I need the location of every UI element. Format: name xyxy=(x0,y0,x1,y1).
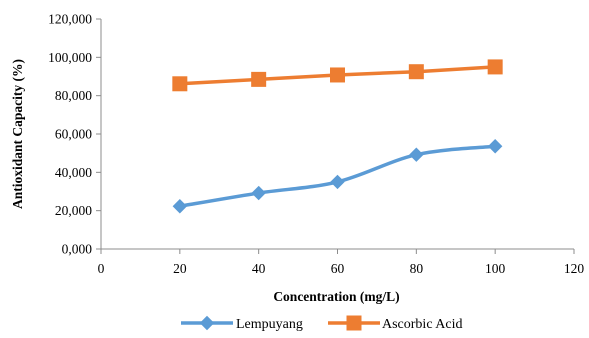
data-point-ascorbic-acid xyxy=(172,76,188,92)
data-point-ascorbic-acid xyxy=(487,59,503,75)
data-point-lempuyang xyxy=(251,185,266,201)
y-tick-label: 80,000 xyxy=(55,88,92,103)
series-ascorbic-acid xyxy=(172,59,503,92)
y-tick-label: 60,000 xyxy=(55,127,92,142)
data-point-ascorbic-acid xyxy=(408,64,424,80)
x-tick-label: 60 xyxy=(331,261,345,276)
data-point-lempuyang xyxy=(172,199,188,214)
data-point-lempuyang xyxy=(409,147,424,162)
x-tick-label: 0 xyxy=(98,261,105,276)
y-tick-label: 100,000 xyxy=(48,50,92,65)
x-tick-label: 100 xyxy=(485,261,506,276)
y-tick-label: 20,000 xyxy=(55,203,92,218)
x-tick-label: 40 xyxy=(252,261,266,276)
y-tick-label: 0,000 xyxy=(62,242,93,257)
x-tick-label: 20 xyxy=(173,261,187,276)
y-tick-label: 120,000 xyxy=(48,12,92,27)
data-point-ascorbic-acid xyxy=(251,71,267,87)
x-tick-label: 80 xyxy=(410,261,424,276)
legend-item-lempuyang: Lempuyang xyxy=(181,315,303,332)
legend-label: Ascorbic Acid xyxy=(382,317,462,332)
series-lempuyang xyxy=(172,139,503,214)
legend-marker xyxy=(346,315,362,331)
x-tick-label: 120 xyxy=(564,261,585,276)
data-point-lempuyang xyxy=(330,174,345,190)
data-point-lempuyang xyxy=(487,139,503,154)
y-tick-label: 40,000 xyxy=(55,165,92,180)
legend-item-ascorbic-acid: Ascorbic Acid xyxy=(328,315,462,332)
x-axis-title: Concentration (mg/L) xyxy=(273,289,399,304)
data-point-ascorbic-acid xyxy=(330,67,345,83)
legend-marker xyxy=(199,315,215,331)
legend-label: Lempuyang xyxy=(236,317,303,332)
y-axis-title: Antioxidant Capacity (%) xyxy=(10,59,25,209)
